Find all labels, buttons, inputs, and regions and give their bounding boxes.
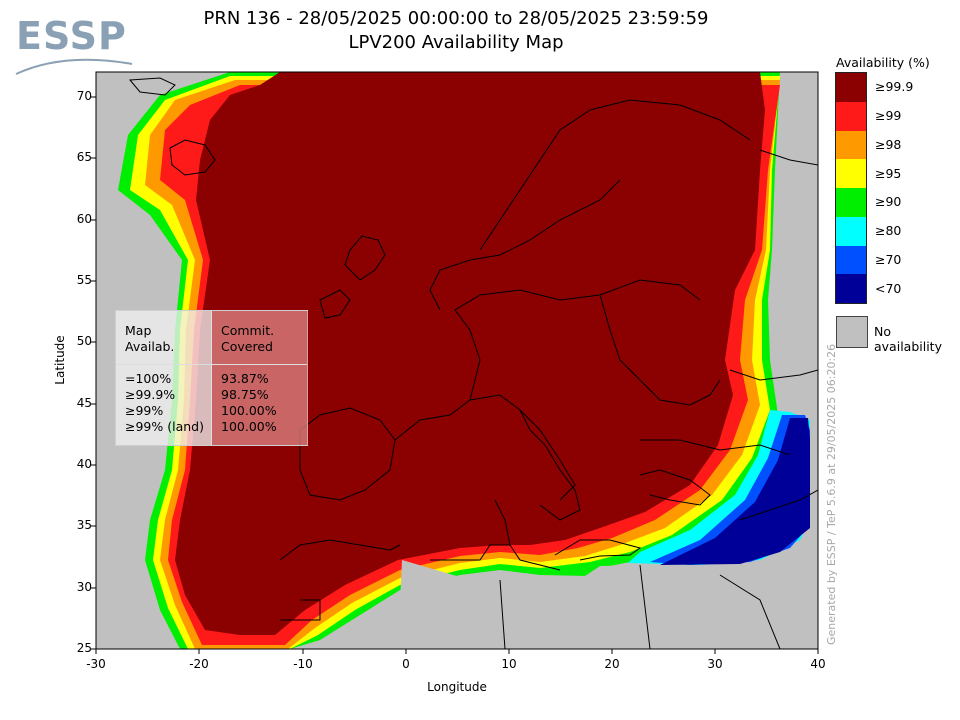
legend-label: ≥80 xyxy=(875,223,902,239)
x-tick-label: -10 xyxy=(293,657,313,671)
band-999 xyxy=(175,72,765,635)
y-tick-label: 30 xyxy=(76,580,92,594)
no-availability-east xyxy=(720,568,818,649)
x-tick-label: 30 xyxy=(707,657,723,671)
x-tick-label: 0 xyxy=(402,657,410,671)
essp-logo xyxy=(15,58,133,75)
legend-border xyxy=(835,72,867,304)
stats-row-label: ≥99% xyxy=(125,403,164,418)
stats-row-label: ≥99% (land) xyxy=(125,419,204,434)
x-tick-label: 40 xyxy=(810,657,826,671)
y-tick-label: 40 xyxy=(76,457,92,471)
plot-frame xyxy=(95,71,819,650)
legend-swatch xyxy=(836,73,866,102)
no-availability-region xyxy=(398,560,640,649)
coverage-stats-table: Map Availab. Commit. Covered =100% ≥99.9… xyxy=(115,310,308,446)
legend-swatch xyxy=(836,159,866,189)
legend-label: ≥99 xyxy=(875,108,902,124)
stats-header-covered: Covered xyxy=(221,339,273,354)
legend-label: ≥70 xyxy=(875,251,902,267)
no-availability-swatch xyxy=(836,316,868,348)
legend-label: ≥95 xyxy=(875,165,902,181)
legend-label: ≥98 xyxy=(875,136,902,152)
axis-ticks xyxy=(91,96,819,654)
y-tick-label: 25 xyxy=(76,641,92,655)
x-tick-label: 20 xyxy=(604,657,620,671)
y-tick-label: 45 xyxy=(76,396,92,410)
generated-by-text: Generated by ESSP / TeP 5.6.9 at 29/05/2… xyxy=(825,343,838,645)
stats-row-value: 100.00% xyxy=(221,403,277,418)
y-axis-label: Latitude xyxy=(53,335,67,385)
legend-label: <70 xyxy=(875,280,902,296)
y-tick-label: 60 xyxy=(76,212,92,226)
map-title: PRN 136 - 28/05/2025 00:00:00 to 28/05/2… xyxy=(203,8,709,29)
legend-label: ≥99.9 xyxy=(875,79,914,95)
legend-label: ≥90 xyxy=(875,194,902,210)
stats-right-panel xyxy=(211,311,308,445)
x-tick-label: -30 xyxy=(86,657,106,671)
essp-logo-text: ESSP xyxy=(16,14,127,58)
legend-swatch xyxy=(836,274,866,304)
y-tick-label: 65 xyxy=(76,150,92,164)
stats-row-label: ≥99.9% xyxy=(125,387,176,402)
stats-header-availab: Availab. xyxy=(125,339,175,354)
stats-row-value: 100.00% xyxy=(221,419,277,434)
x-tick-label: -20 xyxy=(189,657,209,671)
coastlines xyxy=(128,77,818,649)
legend-title: Availability (%) xyxy=(836,55,930,70)
y-tick-label: 55 xyxy=(76,273,92,287)
stats-row-value: 98.75% xyxy=(221,387,269,402)
stats-divider xyxy=(116,364,307,365)
band-below-70 xyxy=(660,418,810,565)
stats-left-panel xyxy=(116,311,211,445)
x-tick-label: 10 xyxy=(501,657,517,671)
stats-header-commit: Commit. xyxy=(221,323,275,338)
legend-swatch xyxy=(836,245,866,275)
map-subtitle: LPV200 Availability Map xyxy=(348,32,564,53)
legend-swatch xyxy=(836,216,866,246)
stats-row-value: 93.87% xyxy=(221,371,269,386)
y-tick-label: 35 xyxy=(76,518,92,532)
stats-row-label: =100% xyxy=(125,371,172,386)
no-availability-label: No availability xyxy=(874,324,942,354)
y-tick-label: 50 xyxy=(76,334,92,348)
stats-header-map: Map xyxy=(125,323,152,338)
y-tick-label: 70 xyxy=(76,89,92,103)
x-axis-label: Longitude xyxy=(427,680,487,694)
legend-swatch xyxy=(836,130,866,160)
legend-swatch xyxy=(836,101,866,131)
legend-swatch xyxy=(836,188,866,217)
